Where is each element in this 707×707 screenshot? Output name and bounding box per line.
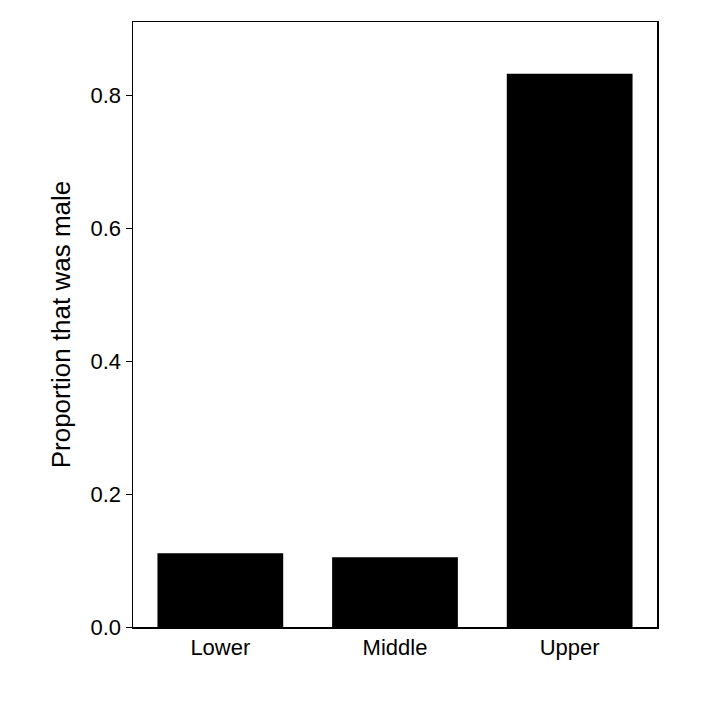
svg-text:Lower: Lower bbox=[190, 635, 250, 660]
svg-text:0.0: 0.0 bbox=[91, 615, 122, 640]
svg-text:0.4: 0.4 bbox=[91, 349, 122, 374]
svg-text:0.6: 0.6 bbox=[91, 216, 122, 241]
svg-text:Middle: Middle bbox=[363, 635, 428, 660]
svg-text:0.2: 0.2 bbox=[91, 482, 122, 507]
svg-text:Proportion that was male: Proportion that was male bbox=[46, 181, 76, 469]
svg-text:Upper: Upper bbox=[540, 635, 600, 660]
svg-text:0.8: 0.8 bbox=[91, 83, 122, 108]
